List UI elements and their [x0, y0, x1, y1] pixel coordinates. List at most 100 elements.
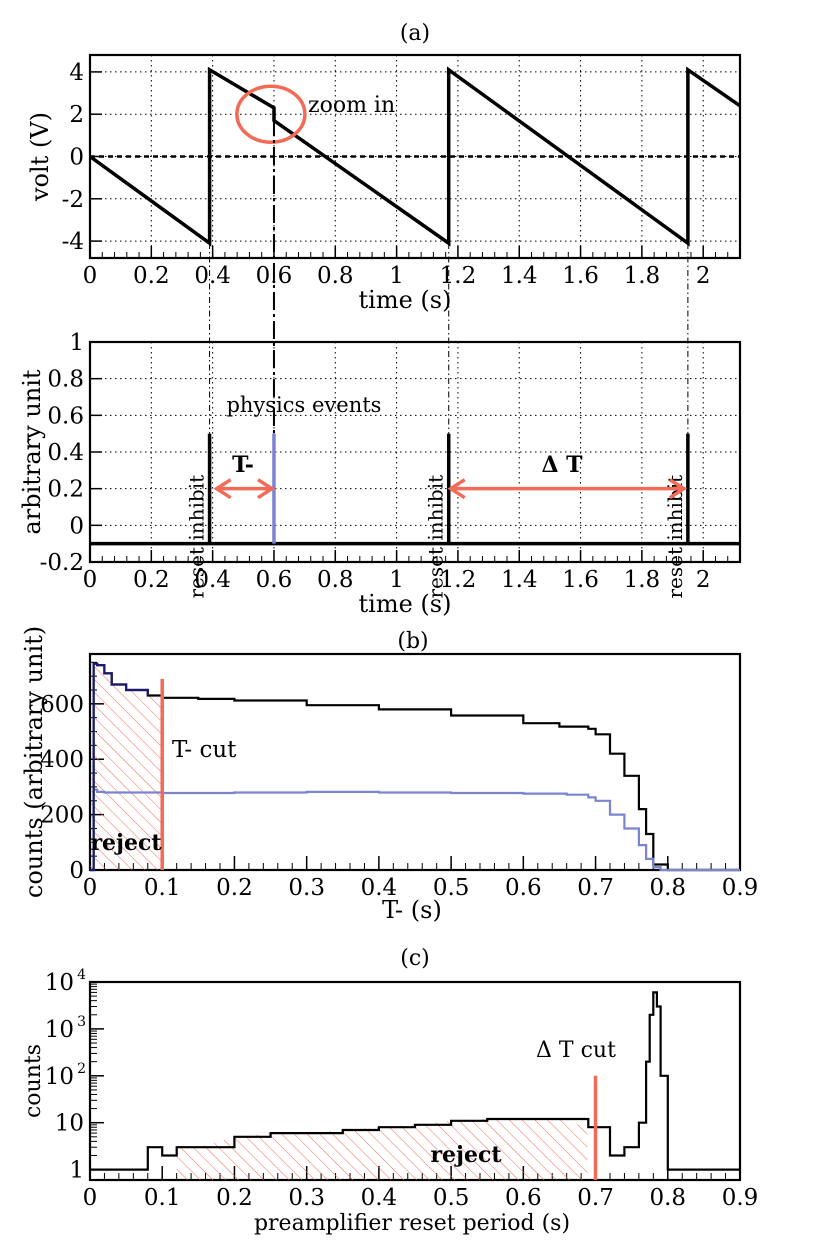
panel-a-ylabel: volt (V)	[26, 112, 54, 202]
t-minus-label: T-	[232, 452, 254, 478]
panel-c-x-tick-label: 0.1	[144, 1185, 181, 1211]
panel-c-x-tick-label: 0.8	[649, 1185, 686, 1211]
panel-a-x-tick-label: 1	[389, 263, 404, 289]
panel-a-xlabel: time (s)	[359, 286, 452, 314]
panel-a2-x-tick-label: 0	[83, 567, 98, 593]
panel-c-x-tick-label: 0.5	[433, 1185, 470, 1211]
reset-inhibit-label: reset inhibit	[424, 475, 448, 599]
panel-b-x-tick-label: 0.6	[505, 875, 542, 901]
panel-a2-y-tick-label: 0.4	[47, 440, 84, 466]
delta-t-arrow-head-left	[447, 478, 466, 500]
panel-c-x-tick-label: 0.9	[722, 1185, 759, 1211]
panel-a2-y-tick-label: 0.2	[47, 477, 84, 503]
panel-b-y-tick-label: 600	[40, 692, 84, 718]
panel-b-x-tick-label: 0.9	[722, 875, 759, 901]
panel-a-y-tick-label: 2	[69, 102, 84, 128]
panel-c-x-tick-label: 0.4	[361, 1185, 398, 1211]
panel-a2-x-tick-label: 0.6	[256, 567, 293, 593]
panel-c-reject-label: reject	[430, 1142, 502, 1168]
panel-a2-y-tick-label: 0	[69, 513, 84, 539]
panel-a-y-tick-label: -4	[62, 229, 84, 255]
panel-c-x-tick-label: 0.3	[288, 1185, 325, 1211]
panel-b-series-all-early	[90, 662, 149, 872]
zoom-in-label: zoom in	[308, 93, 395, 118]
panel-c-y-tick-exponent: 4	[77, 967, 86, 983]
panel-a-y-tick-label: -2	[62, 187, 84, 213]
panel-b-cut-label: T- cut	[172, 737, 237, 763]
t-minus-arrow-head-right	[257, 478, 276, 500]
panel-a2-x-tick-label: 1	[389, 567, 404, 593]
panel-a-waveform	[88, 66, 741, 247]
panel-a-x-tick-label: 0.8	[317, 263, 354, 289]
panel-a2-ylabel: arbitrary unit	[18, 369, 46, 534]
panel-a-x-tick-label: 1.6	[562, 263, 599, 289]
panel-b-x-tick-label: 0.1	[144, 875, 181, 901]
panel-a2-y-tick-label: 1	[69, 330, 84, 356]
panel-a-x-tick-label: 0	[83, 263, 98, 289]
panel-a2-x-tick-label: 0.4	[194, 567, 231, 593]
panel-c-x-tick-label: 0.2	[216, 1185, 253, 1211]
panel-a-x-tick-label: 1.8	[624, 263, 661, 289]
panel-b-frame	[88, 652, 742, 872]
panel-c-x-tick-label: 0.7	[577, 1185, 614, 1211]
physics-events-label: physics events	[226, 393, 381, 417]
panel-b-y-tick-label: 200	[40, 803, 84, 829]
panel-a2-y-tick-label: 0.8	[47, 367, 84, 393]
panel-b-series-all	[90, 662, 740, 872]
panel-c-y-tick-exponent: 2	[77, 1061, 86, 1077]
delta-t-arrow-head-right	[668, 478, 688, 500]
panel-a2-x-tick-label: 1.4	[501, 567, 538, 593]
panel-b-title: (b)	[397, 629, 428, 654]
panel-a-y-tick-label: 4	[69, 60, 84, 86]
panel-b-xlabel: T- (s)	[382, 896, 442, 924]
panel-a-x-tick-label: 0.2	[133, 263, 170, 289]
panel-b-reject-label: reject	[90, 830, 162, 856]
panel-c-title: (c)	[400, 946, 430, 971]
panel-a2-y-tick-label: -0.2	[40, 550, 84, 576]
panel-b-x-tick-label: 0.8	[649, 875, 686, 901]
panel-c-x-tick-label: 0.6	[505, 1185, 542, 1211]
panel-c-series	[90, 991, 740, 1171]
panel-c-xlabel: preamplifier reset period (s)	[254, 1211, 570, 1236]
panel-b-ylabel: counts (arbitrary unit)	[20, 626, 48, 898]
t-minus-arrow-head-left	[213, 478, 232, 500]
panel-c-y-tick-label: 10	[45, 1064, 74, 1090]
panel-a-x-tick-label: 1.2	[440, 263, 477, 289]
panel-c-cut-label: Δ T cut	[536, 1038, 616, 1063]
panel-c-reject-region	[176, 1119, 589, 1180]
panel-a2-x-tick-label: 0.8	[317, 567, 354, 593]
panel-a-x-tick-label: 2	[696, 263, 711, 289]
panel-a2-xlabel: time (s)	[359, 590, 452, 618]
reset-inhibit-label: reset inhibit	[185, 475, 209, 599]
panel-a-x-tick-label: 1.4	[501, 263, 538, 289]
panel-a2-x-tick-label: 1.8	[624, 567, 661, 593]
panel-b-y-tick-label: 400	[40, 747, 84, 773]
zoom-circle	[235, 84, 307, 144]
panel-c-y-tick-label: 1	[69, 1158, 84, 1184]
panel-a-x-tick-label: 0.4	[194, 263, 231, 289]
panel-b-x-tick-label: 0.3	[288, 875, 325, 901]
panel-a2-x-tick-label: 2	[696, 567, 711, 593]
panel-c-ylabel: counts	[21, 1044, 46, 1118]
panel-b-x-tick-label: 0	[83, 875, 98, 901]
panel-b-y-tick-label: 0	[69, 858, 84, 884]
panel-b-x-tick-label: 0.7	[577, 875, 614, 901]
panel-c-x-tick-label: 0	[83, 1185, 98, 1211]
panel-b-series-physics	[90, 788, 740, 872]
panel-c-y-tick-label: 10	[45, 970, 74, 996]
panel-a2-y-tick-label: 0.6	[47, 403, 84, 429]
panel-a2-x-tick-label: 1.6	[562, 567, 599, 593]
delta-t-label: Δ T	[541, 452, 583, 478]
panel-a2-x-tick-label: 1.2	[440, 567, 477, 593]
panel-b-reject-region	[90, 663, 163, 870]
panel-c-y-tick-exponent: 3	[77, 1014, 86, 1030]
panel-b-x-tick-label: 0.2	[216, 875, 253, 901]
panel-c-y-tick-label: 10	[45, 1017, 74, 1043]
panel-c-y-tick-label: 10	[55, 1111, 84, 1137]
panel-b-x-tick-label: 0.4	[361, 875, 398, 901]
panel-a-title: (a)	[400, 21, 430, 46]
panel-a2-x-tick-label: 0.2	[133, 567, 170, 593]
panel-a-y-tick-label: 0	[69, 145, 84, 171]
panel-b-x-tick-label: 0.5	[433, 875, 470, 901]
